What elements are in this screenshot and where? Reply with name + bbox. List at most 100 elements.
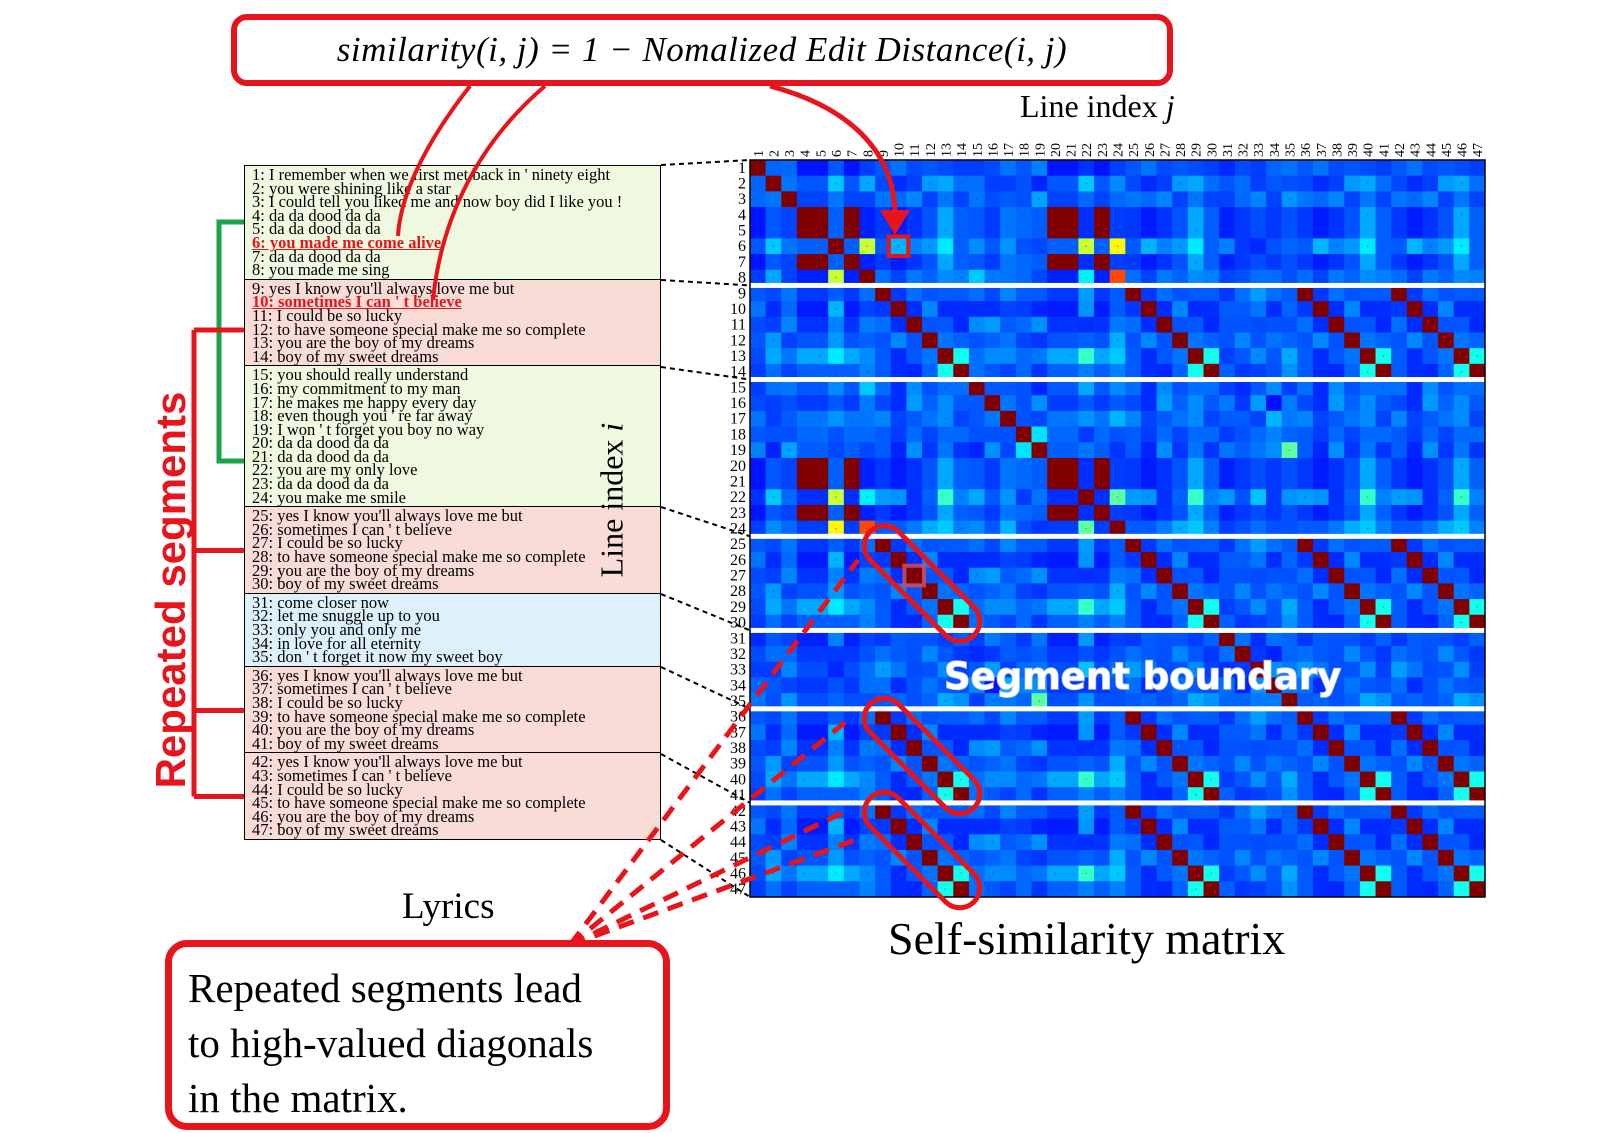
matrix-cell <box>1453 473 1470 490</box>
matrix-dot <box>929 496 931 498</box>
matrix-cell <box>1094 395 1111 412</box>
matrix-dot <box>1085 559 1087 561</box>
matrix-cell <box>1359 285 1376 302</box>
matrix-dot <box>1194 480 1197 483</box>
matrix-cell <box>781 207 798 224</box>
matrix-cell <box>1297 473 1314 490</box>
matrix-dot <box>1351 763 1353 765</box>
matrix-dot <box>1429 872 1431 875</box>
matrix-dot <box>1038 323 1041 326</box>
matrix-dot <box>882 763 884 765</box>
matrix-dot <box>1132 512 1134 514</box>
row-tick-label: 32 <box>730 646 746 663</box>
matrix-cell <box>1281 740 1298 757</box>
matrix-dot <box>1085 402 1087 404</box>
matrix-dot <box>1116 715 1119 718</box>
matrix-cell <box>1469 802 1486 819</box>
matrix-dot <box>1163 825 1166 828</box>
matrix-cell <box>1047 379 1064 396</box>
matrix-dot <box>1054 872 1056 875</box>
matrix-dot <box>1460 276 1463 279</box>
matrix-cell <box>765 724 782 741</box>
matrix-cell <box>1078 849 1095 867</box>
matrix-cell <box>828 755 845 772</box>
lyric-line: 20: da da dood da da <box>252 433 390 453</box>
matrix-cell <box>1391 661 1408 678</box>
matrix-dot <box>1194 543 1197 545</box>
matrix-dot <box>882 261 884 263</box>
matrix-cell <box>828 630 845 647</box>
matrix-cell <box>1328 254 1345 271</box>
matrix-dot <box>1210 621 1213 624</box>
matrix-dot <box>1194 763 1197 765</box>
matrix-dot <box>960 245 962 247</box>
column-tick-label: 32 <box>1237 143 1252 157</box>
matrix-dot <box>1226 763 1228 765</box>
matrix-dot <box>1007 857 1009 859</box>
matrix-dot <box>960 465 962 467</box>
matrix-cell <box>828 316 845 333</box>
matrix-dot <box>1320 198 1322 200</box>
matrix-cell <box>1219 865 1236 882</box>
matrix-cell <box>1234 787 1251 804</box>
matrix-dot <box>960 308 962 310</box>
column-tick-label: 25 <box>1127 143 1142 157</box>
matrix-cell <box>859 316 876 333</box>
matrix-dot <box>850 480 853 483</box>
matrix-cell <box>1109 504 1126 522</box>
matrix-dot <box>819 198 822 200</box>
matrix-cell <box>906 489 923 506</box>
matrix-cell <box>1469 363 1486 380</box>
matrix-dot <box>1288 480 1291 483</box>
matrix-dot <box>1429 339 1431 342</box>
matrix-dot <box>1085 653 1087 655</box>
lyric-line: 10: sometimes I can ' t believe <box>252 292 462 312</box>
matrix-cell <box>1015 881 1032 898</box>
matrix-dot <box>1038 857 1041 859</box>
matrix-cell <box>1391 410 1408 427</box>
segment-boundary-line <box>750 533 1485 539</box>
matrix-dot <box>1476 763 1478 765</box>
matrix-dot <box>1367 778 1369 781</box>
matrix-dot <box>1367 465 1369 467</box>
matrix-dot <box>1257 825 1259 828</box>
matrix-cell <box>906 332 923 349</box>
matrix-dot <box>1413 198 1416 200</box>
matrix-cell <box>1297 316 1314 333</box>
matrix-dot <box>1101 543 1103 545</box>
matrix-dot <box>1210 715 1213 718</box>
matrix-cell <box>1406 301 1423 318</box>
matrix-dot <box>991 621 994 624</box>
matrix-cell <box>828 379 845 396</box>
matrix-cell <box>843 677 860 694</box>
matrix-dot <box>1069 888 1072 890</box>
matrix-cell <box>1359 160 1376 177</box>
matrix-cell <box>1344 771 1361 788</box>
matrix-dot <box>1445 731 1447 734</box>
matrix-dot <box>1038 292 1041 294</box>
row-tick-label: 8 <box>738 270 746 287</box>
matrix-cell <box>1031 175 1048 192</box>
matrix-cell <box>1250 771 1267 788</box>
matrix-dot <box>772 872 775 875</box>
matrix-dot <box>866 653 868 655</box>
matrix-dot <box>866 465 868 467</box>
matrix-cell <box>843 269 860 286</box>
matrix-dot <box>772 433 775 436</box>
matrix-dot <box>960 621 962 624</box>
matrix-dot <box>835 621 837 624</box>
matrix-dot <box>1085 715 1087 718</box>
matrix-dot <box>1429 276 1431 279</box>
matrix-cell <box>1250 207 1267 224</box>
matrix-dot <box>850 355 853 357</box>
matrix-dot <box>1038 449 1041 451</box>
matrix-cell <box>937 771 954 788</box>
matrix-dot <box>913 449 915 451</box>
matrix-cell <box>968 834 985 851</box>
matrix-cell <box>1109 818 1126 835</box>
matrix-dot <box>1022 370 1025 373</box>
matrix-cell <box>750 301 767 318</box>
matrix-dot <box>1476 418 1478 420</box>
matrix-dot <box>1022 778 1025 781</box>
matrix-cell <box>1469 865 1486 882</box>
